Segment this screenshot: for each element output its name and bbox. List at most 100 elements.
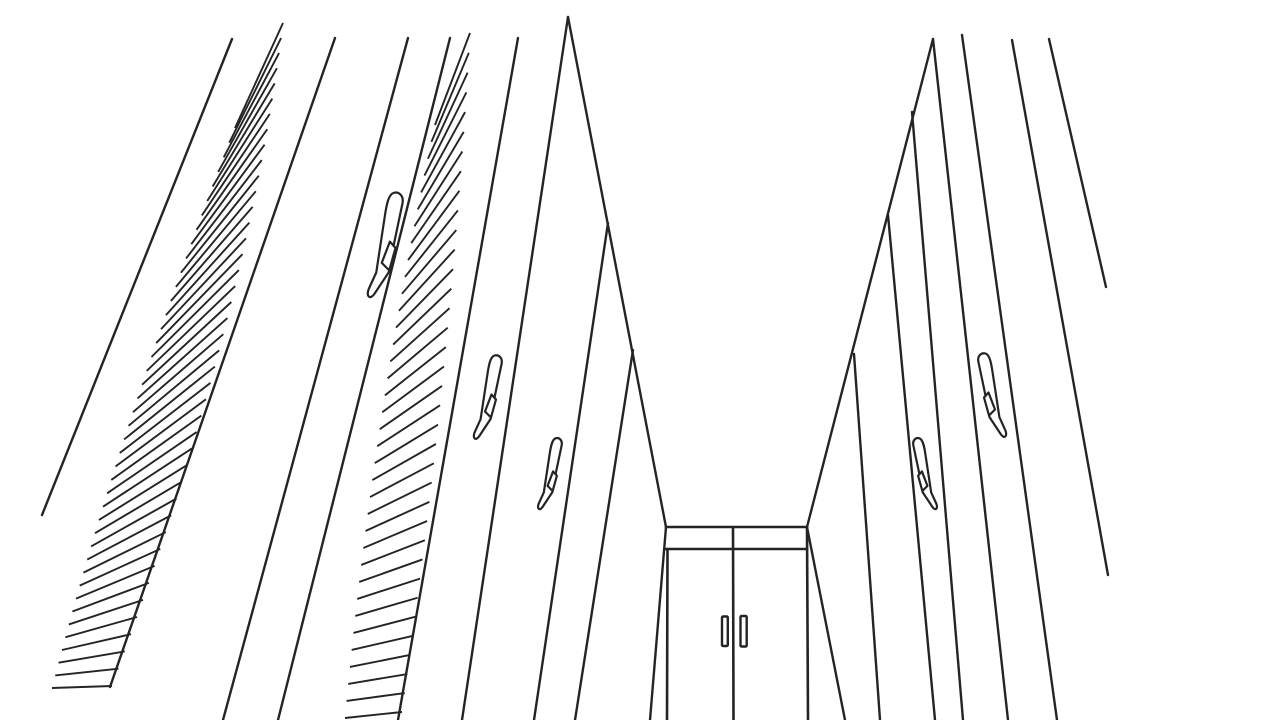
near-panel-3 [1047,37,1108,289]
near-panel-1 [960,33,1059,720]
locker-handles [368,193,1006,510]
hatch-stroke [407,190,461,261]
handle-outline [978,353,1006,437]
near-corner-vertical [460,15,570,720]
left-outer-shading [51,22,284,689]
panel-edge-1 [221,36,410,720]
hatch-stroke [141,301,232,386]
hatch-stroke [346,692,405,702]
hatch-stroke [369,462,435,498]
hatch-stroke [136,317,229,400]
left-inner-shading [344,32,471,719]
hatch-stroke [127,349,220,427]
hatch-stroke [416,131,465,210]
shading-boundary-outer [108,36,337,689]
hatch-stroke [175,190,257,288]
hatch-stroke [98,464,188,521]
hatch-stroke [389,307,451,363]
hatch-stroke [376,404,441,447]
hatch-stroke [349,654,411,668]
hatch-stroke [410,170,462,244]
top-edge-receding [566,15,668,529]
right-locker-wall [805,33,1110,720]
hatch-stroke [51,685,113,689]
receding-panel-2 [573,348,635,720]
panel-edge-2 [276,36,452,720]
hatch-stroke [75,564,156,600]
hatch-stroke [401,229,458,295]
wall-door-corner [648,525,668,720]
hatch-stroke [371,443,437,481]
hatch-stroke [222,52,280,158]
hatch-stroke [344,711,403,719]
receding-panel-2 [886,213,937,720]
hatch-stroke [427,72,469,160]
door-handle-right [739,614,748,648]
left-wall-shading-hatching [51,22,471,719]
door-center-stile [731,525,735,720]
hatch-stroke [185,159,263,260]
hatch-stroke [90,497,177,548]
hatch-stroke [228,37,282,144]
hatch-stroke [155,253,244,344]
hatch-stroke [110,414,202,481]
hatch-stroke [392,288,452,346]
door-pull-handles [720,614,748,648]
hatch-stroke [106,431,198,495]
handle-outline [538,438,562,509]
hatch-stroke [150,269,240,358]
door-right-jamb [805,525,810,720]
left-big-locker-handle [368,193,403,298]
hatch-stroke [211,82,276,187]
hatch-stroke [65,616,138,639]
right-lower-locker-handle [913,438,937,509]
door-left-jamb [665,547,669,720]
hatch-stroke [362,520,428,549]
end-double-door [663,525,810,720]
left-mid-locker-handle [474,355,502,439]
near-panel-2 [1010,38,1110,577]
handle-notch [485,395,496,418]
hatch-stroke [398,248,456,312]
hatch-stroke [160,237,247,330]
outer-column-edge [40,37,234,517]
handle-notch [548,471,557,491]
hatch-stroke [72,581,150,613]
handle-notch [918,471,927,491]
handle-outline [368,193,403,298]
hatch-stroke [355,596,418,617]
hatch-stroke [190,144,266,245]
hatch-stroke [94,480,183,535]
hatch-stroke [430,52,470,143]
hatch-stroke [217,67,278,173]
hatch-stroke [195,128,269,231]
receding-panel-3 [910,110,965,720]
shading-boundary-inner [396,36,520,720]
hatch-stroke [348,673,408,685]
hatch-stroke [365,500,430,532]
hatch-stroke [206,98,274,202]
hatch-stroke [83,531,167,574]
handle-outline [913,438,937,509]
hatch-stroke [201,113,271,216]
hatch-stroke [404,209,459,278]
hatch-stroke [413,151,464,227]
hatch-stroke [367,481,433,515]
hatch-stroke [68,598,144,626]
hatch-stroke [165,221,251,316]
hatch-stroke [420,111,466,193]
hatch-stroke [353,615,416,634]
hatch-stroke [358,558,423,583]
hatch-stroke [123,365,216,441]
hatch-stroke [55,667,119,677]
handle-notch [984,393,995,416]
hatch-stroke [114,398,207,468]
hatch-stroke [386,326,449,380]
hatch-stroke [360,539,426,566]
hatch-stroke [58,650,125,664]
hatch-stroke [132,333,224,413]
hatch-stroke [351,634,413,651]
left-locker-wall [40,15,668,720]
